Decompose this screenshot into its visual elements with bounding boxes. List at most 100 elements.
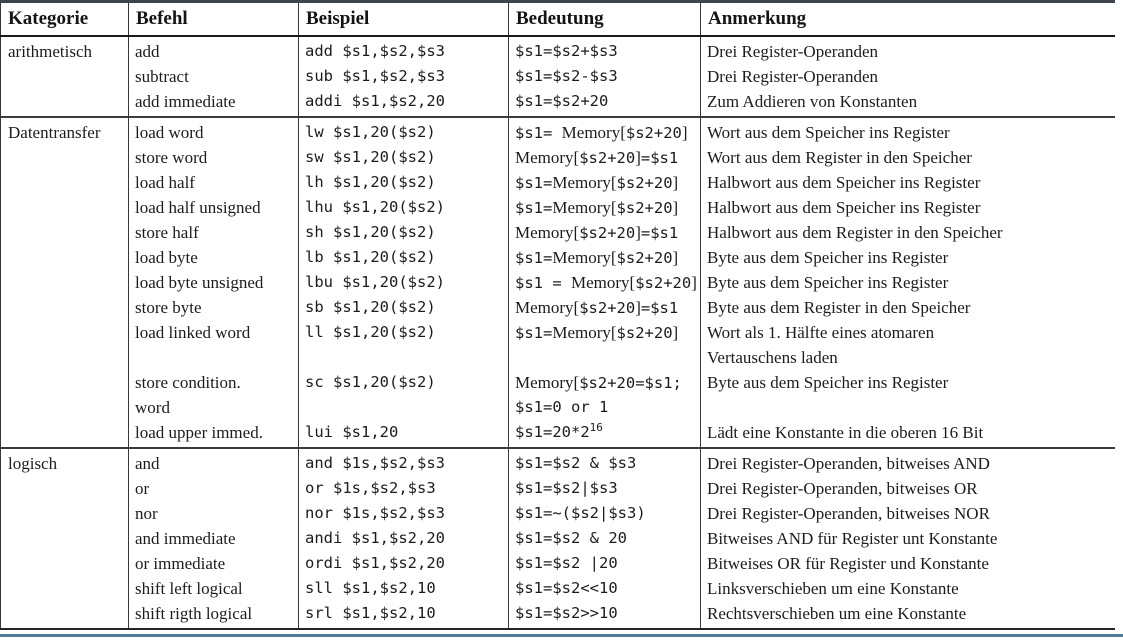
anmerkung-line	[707, 395, 1115, 420]
anmerkung-line: Wort als 1. Hälfte eines atomaren	[707, 323, 935, 342]
bedeutung-line: Memory[$s2+20]=$s1	[515, 298, 679, 317]
column-header-befehl: Befehl	[128, 1, 299, 36]
beispiel-line: lui $s1,20	[305, 423, 399, 441]
beispiel-line: add $s1,$s2,$s3	[305, 42, 445, 60]
anmerkung-line: Byte aus dem Register in den Speicher	[707, 298, 971, 317]
bedeutung-line: $s1=$s2-$s3	[515, 67, 618, 85]
bedeutung-line: $s1=0 or 1	[515, 398, 609, 416]
bedeutung-line: $s1 = Memory[$s2+20]	[515, 273, 697, 292]
anmerkung-line: Wort aus dem Speicher ins Register	[707, 123, 950, 142]
cell-kategorie: arithmetisch	[1, 36, 129, 117]
kategorie-label: Datentransfer	[8, 123, 101, 142]
bedeutung-line: $s1=$s2+20	[515, 92, 609, 110]
beispiel-line: srl $s1,$s2,10	[305, 604, 436, 622]
beispiel-line	[305, 345, 508, 370]
column-header-anmerkung: Anmerkung	[700, 1, 1115, 36]
cell-bedeutung: $s1=$s2+$s3 $s1=$s2-$s3 $s1=$s2+20	[508, 36, 701, 117]
befehl-line: load linked word	[135, 323, 251, 342]
anmerkung-line: Halbwort aus dem Register in den Speiche…	[707, 223, 1003, 242]
section-row-datentransfer: Datentransfer load word store word load hal…	[0, 117, 1115, 448]
befehl-line: nor	[135, 504, 158, 523]
anmerkung-line: Drei Register-Operanden, bitweises OR	[707, 479, 978, 498]
anmerkung-line: Lädt eine Konstante in die oberen 16 Bit	[707, 423, 984, 442]
beispiel-line: sub $s1,$s2,$s3	[305, 67, 445, 85]
table-body: arithmetisch add subtract add immediate add …	[0, 36, 1115, 629]
bedeutung-line: $s1=Memory[$s2+20]	[515, 248, 679, 267]
befehl-line: add	[135, 42, 160, 61]
bedeutung-line: $s1=$s2 |20	[515, 554, 618, 572]
mips-instruction-table: Kategorie Befehl Beispiel Bedeutung Anme…	[0, 0, 1115, 630]
bedeutung-line: $s1=~($s2|$s3)	[515, 504, 646, 522]
beispiel-line: sc $s1,20($s2)	[305, 373, 436, 391]
anmerkung-line: Drei Register-Operanden, bitweises AND	[707, 454, 990, 473]
anmerkung-line: Byte aus dem Speicher ins Register	[707, 373, 949, 392]
bedeutung-line: Memory[$s2+20]=$s1	[515, 223, 679, 242]
befehl-line: load half unsigned	[135, 198, 261, 217]
bedeutung-line: Memory[$s2+20=$s1;	[515, 373, 682, 392]
beispiel-line: and $1s,$s2,$s3	[305, 454, 445, 472]
cell-beispiel: and $1s,$s2,$s3 or $1s,$s2,$s3 nor $1s,$s2…	[298, 448, 509, 629]
befehl-line: store byte	[135, 298, 202, 317]
section-row-arithmetisch: arithmetisch add subtract add immediate add …	[1, 36, 1115, 117]
befehl-line: shift left logical	[135, 579, 243, 598]
anmerkung-line: Byte aus dem Speicher ins Register	[707, 273, 949, 292]
anmerkung-line: Rechtsverschieben um eine Konstante	[707, 604, 967, 623]
bedeutung-line: $s1= Memory[$s2+20]	[515, 123, 688, 142]
kategorie-label: arithmetisch	[8, 42, 93, 61]
beispiel-line: lb $s1,20($s2)	[305, 248, 436, 266]
kategorie-label: logisch	[8, 454, 58, 473]
table-header-row: Kategorie Befehl Beispiel Bedeutung Anme…	[0, 1, 1115, 36]
befehl-line: store condition.	[135, 373, 241, 392]
cell-anmerkung: Drei Register-Operanden Drei Register-Ope…	[700, 36, 1115, 117]
anmerkung-line: Zum Addieren von Konstanten	[707, 92, 918, 111]
bedeutung-line: $s1=$s2<<10	[515, 579, 618, 597]
beispiel-line: ordi $s1,$s2,20	[305, 554, 445, 572]
beispiel-line: sw $s1,20($s2)	[305, 148, 436, 166]
befehl-line: load word	[135, 123, 204, 142]
cell-kategorie: Datentransfer	[1, 117, 129, 448]
anmerkung-line: Vertauschens laden	[707, 348, 838, 367]
bedeutung-line: $s1=$s2+$s3	[515, 42, 618, 60]
column-header-bedeutung: Bedeutung	[508, 1, 701, 36]
bottom-accent-bar	[0, 634, 1123, 637]
beispiel-line: andi $s1,$s2,20	[305, 529, 445, 547]
bedeutung-line	[515, 345, 700, 370]
befehl-line: or immediate	[135, 554, 226, 573]
befehl-line: subtract	[135, 67, 189, 86]
bedeutung-line: $s1=20*216	[515, 420, 603, 441]
beispiel-line: lh $s1,20($s2)	[305, 173, 436, 191]
beispiel-line: or $1s,$s2,$s3	[305, 479, 436, 497]
anmerkung-line: Bitweises AND für Register unt Konstante	[707, 529, 998, 548]
anmerkung-line: Drei Register-Operanden	[707, 67, 879, 86]
bedeutung-line: $s1=Memory[$s2+20]	[515, 198, 679, 217]
bedeutung-line: $s1=Memory[$s2+20]	[515, 173, 679, 192]
befehl-line	[135, 345, 298, 370]
bedeutung-line: $s1=$s2 & 20	[515, 529, 627, 547]
beispiel-line: sh $s1,20($s2)	[305, 223, 436, 241]
cell-anmerkung: Drei Register-Operanden, bitweises AND Dr…	[700, 448, 1115, 629]
befehl-line: load upper immed.	[135, 423, 263, 442]
befehl-line: store half	[135, 223, 199, 242]
befehl-line: word	[135, 398, 170, 417]
column-header-kategorie: Kategorie	[8, 8, 89, 29]
cell-befehl: add subtract add immediate	[128, 36, 299, 117]
anmerkung-line: Drei Register-Operanden	[707, 42, 879, 61]
anmerkung-line: Bitweises OR für Register und Konstante	[707, 554, 989, 573]
befehl-line: or	[135, 479, 150, 498]
bedeutung-line: $s1=$s2 & $s3	[515, 454, 637, 472]
cell-bedeutung: $s1= Memory[$s2+20] Memory[$s2+20]=$s1 $s1…	[508, 117, 701, 448]
beispiel-line: lw $s1,20($s2)	[305, 123, 436, 141]
anmerkung-line: Halbwort aus dem Speicher ins Register	[707, 173, 981, 192]
befehl-line: store word	[135, 148, 208, 167]
befehl-line: add immediate	[135, 92, 236, 111]
beispiel-line	[305, 395, 508, 420]
befehl-line: load byte unsigned	[135, 273, 264, 292]
beispiel-line: lhu $s1,20($s2)	[305, 198, 445, 216]
beispiel-line: nor $1s,$s2,$s3	[305, 504, 445, 522]
beispiel-line: sll $s1,$s2,10	[305, 579, 436, 597]
cell-beispiel: add $s1,$s2,$s3 sub $s1,$s2,$s3 addi $s1,$…	[298, 36, 509, 117]
befehl-line: and	[135, 454, 160, 473]
beispiel-line: addi $s1,$s2,20	[305, 92, 445, 110]
befehl-line: load half	[135, 173, 195, 192]
